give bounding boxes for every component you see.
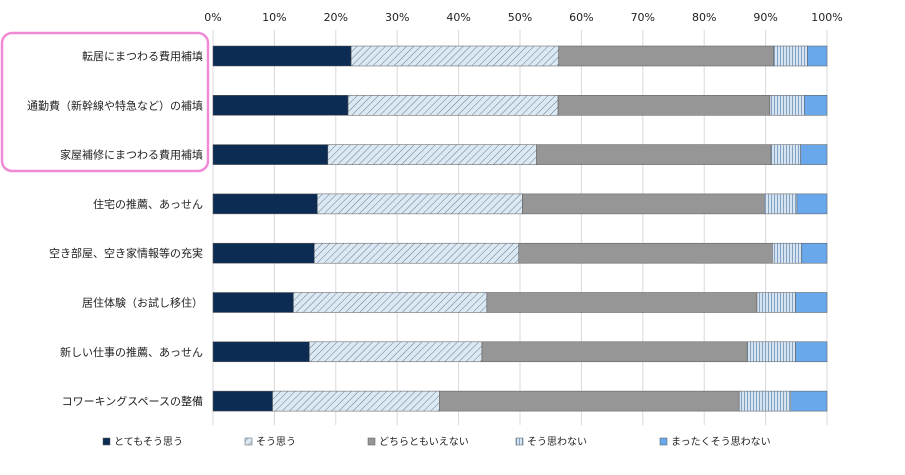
legend-swatch <box>367 437 376 446</box>
bar-segment <box>350 45 559 67</box>
bar-segment <box>486 292 758 313</box>
legend-label: そう思わない <box>527 436 587 448</box>
highlight-rectangle <box>0 31 210 173</box>
legend-label: とてもそう思う <box>114 436 183 448</box>
bar-segment <box>790 390 828 412</box>
bar-segment <box>801 242 828 264</box>
x-tick-label: 50% <box>508 11 532 24</box>
bar-segment <box>212 341 310 363</box>
bar-segment <box>439 390 740 412</box>
bar-segment <box>481 341 748 363</box>
bar-segment <box>212 193 318 215</box>
legend-swatch <box>244 437 253 446</box>
highlight-box <box>0 31 210 173</box>
x-tick-label: 40% <box>446 11 470 24</box>
x-tick-label: 70% <box>631 11 655 24</box>
bar-segment <box>769 95 805 116</box>
bar-segment <box>557 95 771 116</box>
bar-segment <box>795 341 828 363</box>
bar-segment <box>309 341 483 363</box>
bar-segment <box>272 390 440 412</box>
legend: とてもそう思う そう思う どちらともいえない そう思わない まったくそう思わない <box>102 436 771 448</box>
x-tick-label: 0% <box>204 11 221 24</box>
bar-segment <box>807 45 828 67</box>
bar-segment <box>746 341 796 363</box>
bar-segment <box>804 95 828 116</box>
bar-segment <box>212 242 315 264</box>
category-label: 通勤費（新幹線や特急など）の補填 <box>27 98 203 112</box>
category-label: 住宅の推薦、あっせん <box>93 197 203 211</box>
x-tick-label: 90% <box>753 11 777 24</box>
bars <box>212 45 828 412</box>
x-tick-label: 80% <box>692 11 716 24</box>
category-labels: 転居にまつわる費用補填通勤費（新幹線や特急など）の補填家屋補修にまつわる費用補填… <box>27 49 203 408</box>
bar-segment <box>764 193 798 215</box>
legend-label: どちらともいえない <box>379 436 469 448</box>
bar-segment <box>738 390 792 412</box>
x-tick-label: 100% <box>811 11 842 24</box>
category-label: コワーキングスペースの整備 <box>62 394 203 408</box>
x-tick-label: 60% <box>569 11 593 24</box>
bar-segment <box>314 242 520 264</box>
x-tick-label: 30% <box>385 11 409 24</box>
x-tick-label: 10% <box>262 11 286 24</box>
bar-segment <box>796 193 828 215</box>
bar-segment <box>212 390 273 412</box>
x-axis-ticks: 0% 10% 20% 30% 40% 50% 60% 70% 80% 90% 100% <box>204 11 842 24</box>
bar-segment <box>212 292 294 313</box>
bar-segment <box>293 292 488 313</box>
legend-swatch <box>659 437 668 446</box>
grid-lines <box>212 30 828 425</box>
bar-segment <box>773 45 808 67</box>
category-label: 空き部屋、空き家情報等の充実 <box>49 246 203 260</box>
bar-segment <box>770 144 801 165</box>
legend-label: そう思う <box>256 436 296 448</box>
legend-swatch <box>515 437 524 446</box>
bar-segment <box>795 292 828 313</box>
bar-segment <box>536 144 772 165</box>
bar-segment <box>800 144 828 165</box>
bar-segment <box>212 144 329 165</box>
bar-segment <box>522 193 765 215</box>
bar-segment <box>317 193 523 215</box>
bar-segment <box>327 144 537 165</box>
bar-segment <box>756 292 796 313</box>
bar-segment <box>772 242 803 264</box>
bar-segment <box>518 242 773 264</box>
category-label: 転居にまつわる費用補填 <box>82 49 203 63</box>
bar-segment <box>212 95 349 116</box>
category-label: 居住体験（お試し移住） <box>82 296 203 310</box>
legend-label: まったくそう思わない <box>671 436 771 448</box>
x-tick-label: 20% <box>324 11 348 24</box>
category-label: 家屋補修にまつわる費用補填 <box>60 148 203 162</box>
bar-segment <box>347 95 559 116</box>
category-label: 新しい仕事の推薦、あっせん <box>60 345 203 359</box>
legend-swatch <box>102 437 111 446</box>
bar-segment <box>558 45 774 67</box>
bar-segment <box>212 45 352 67</box>
